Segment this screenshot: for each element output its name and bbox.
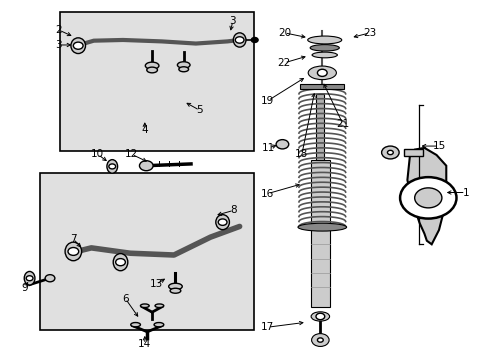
Circle shape <box>116 258 125 266</box>
Text: 12: 12 <box>125 149 138 159</box>
Bar <box>403 149 423 156</box>
Bar <box>60 12 254 152</box>
Ellipse shape <box>130 323 140 327</box>
Circle shape <box>68 248 79 255</box>
Text: 13: 13 <box>149 279 163 289</box>
Text: 9: 9 <box>21 283 28 293</box>
Ellipse shape <box>146 67 157 73</box>
Text: 16: 16 <box>261 189 274 199</box>
Text: 14: 14 <box>138 339 151 349</box>
Circle shape <box>386 150 392 155</box>
Text: 3: 3 <box>55 40 62 50</box>
Ellipse shape <box>307 36 341 44</box>
Circle shape <box>218 219 226 225</box>
Circle shape <box>317 338 323 342</box>
Text: 18: 18 <box>295 149 308 159</box>
Text: 1: 1 <box>462 188 468 198</box>
Ellipse shape <box>309 45 339 51</box>
Text: 6: 6 <box>122 294 128 303</box>
Text: 11: 11 <box>262 143 275 153</box>
Ellipse shape <box>307 66 336 80</box>
Text: 22: 22 <box>277 58 290 68</box>
Bar <box>40 173 254 330</box>
Text: 4: 4 <box>141 125 148 135</box>
Bar <box>300 84 344 89</box>
Ellipse shape <box>113 253 127 271</box>
Text: 2: 2 <box>55 25 62 35</box>
Text: 19: 19 <box>261 96 274 106</box>
Text: 3: 3 <box>229 16 236 26</box>
Ellipse shape <box>179 67 188 72</box>
Ellipse shape <box>311 52 337 58</box>
Circle shape <box>315 313 324 320</box>
Ellipse shape <box>71 38 85 54</box>
Ellipse shape <box>297 223 346 231</box>
Ellipse shape <box>177 62 190 68</box>
Text: 17: 17 <box>261 322 274 332</box>
Ellipse shape <box>107 159 117 173</box>
Ellipse shape <box>310 312 329 321</box>
Ellipse shape <box>168 283 182 290</box>
Bar <box>316 94 324 162</box>
Ellipse shape <box>145 62 159 69</box>
Ellipse shape <box>215 215 229 230</box>
Circle shape <box>109 164 116 169</box>
Circle shape <box>317 69 326 76</box>
Polygon shape <box>407 148 446 244</box>
Circle shape <box>251 37 258 42</box>
Ellipse shape <box>170 288 181 293</box>
Circle shape <box>45 275 55 282</box>
Ellipse shape <box>65 242 81 261</box>
Ellipse shape <box>140 304 149 307</box>
Bar <box>310 160 329 307</box>
Text: 20: 20 <box>277 28 290 38</box>
Circle shape <box>414 188 441 208</box>
Ellipse shape <box>24 271 35 285</box>
Ellipse shape <box>233 33 245 47</box>
Text: 8: 8 <box>230 205 237 215</box>
Circle shape <box>276 140 288 149</box>
Circle shape <box>399 177 456 219</box>
Text: 7: 7 <box>70 234 77 244</box>
Circle shape <box>73 42 83 49</box>
Text: 21: 21 <box>335 118 348 129</box>
Circle shape <box>381 146 398 159</box>
Circle shape <box>26 276 33 281</box>
Circle shape <box>311 334 328 346</box>
Text: 23: 23 <box>363 28 376 38</box>
Ellipse shape <box>154 323 163 327</box>
Ellipse shape <box>155 304 163 307</box>
Circle shape <box>139 161 153 171</box>
Text: 15: 15 <box>431 141 445 151</box>
Text: 5: 5 <box>196 105 203 115</box>
Text: 10: 10 <box>91 149 104 159</box>
Circle shape <box>235 37 244 43</box>
